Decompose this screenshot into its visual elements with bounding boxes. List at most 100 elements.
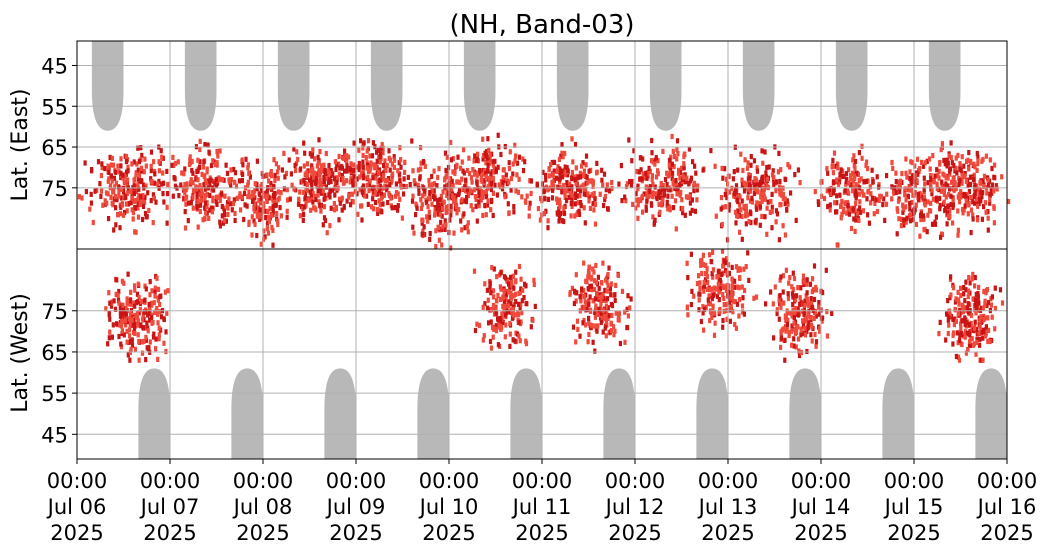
x-tick-date-2: Jul 08 (232, 495, 293, 519)
activity-cell-14-184 (806, 310, 810, 316)
activity-cell-18-76 (959, 285, 963, 291)
activity-cell-5-183 (364, 155, 368, 161)
activity-cell-4-133 (314, 196, 318, 203)
activity-cell-5-91 (356, 211, 360, 217)
y-tick-label-west-0: 75 (41, 300, 68, 324)
activity-cell-10-169 (599, 300, 603, 307)
activity-cell-3-91 (255, 186, 259, 192)
activity-cell-8-31 (511, 304, 515, 310)
activity-cell-18-162 (978, 336, 982, 342)
activity-cell-1-135 (115, 321, 119, 327)
activity-cell-4-28 (334, 166, 338, 172)
activity-cell-17-55 (935, 167, 939, 173)
activity-cell-12-55 (689, 251, 693, 257)
activity-cell-9-129 (563, 194, 567, 200)
activity-cell-8-132 (491, 334, 495, 340)
activity-cell-13-152 (776, 169, 780, 175)
activity-cell-4-199 (337, 196, 342, 202)
activity-cell-2-90 (233, 179, 237, 185)
activity-cell-8-157 (507, 281, 511, 287)
activity-cell-17-78 (942, 157, 946, 163)
activity-cell-18-52 (1000, 300, 1005, 306)
activity-cell-10-189 (586, 268, 591, 274)
activity-cell-13-170 (744, 209, 748, 216)
activity-cell-0-145 (160, 154, 164, 160)
activity-cell-16-90 (913, 176, 917, 182)
activity-cell-7-143 (463, 188, 467, 194)
activity-cell-1-97 (148, 310, 152, 317)
activity-cell-18-198 (979, 314, 983, 320)
activity-cell-5-195 (357, 164, 361, 170)
activity-cell-0-74 (180, 170, 184, 176)
activity-cell-17-220 (988, 191, 992, 197)
activity-cell-12-176 (738, 274, 742, 281)
activity-cell-14-183 (784, 267, 788, 273)
activity-cell-5-102 (353, 189, 357, 195)
activity-cell-14-104 (799, 350, 803, 356)
activity-cell-2-50 (184, 201, 188, 207)
activity-cell-8-17 (514, 269, 518, 275)
activity-cell-12-130 (717, 269, 721, 275)
activity-cell-11-219 (650, 202, 654, 208)
activity-cell-14-190 (798, 301, 802, 307)
activity-cell-13-215 (747, 219, 751, 225)
activity-cell-4-110 (325, 230, 329, 236)
activity-cell-1-196 (118, 309, 122, 315)
activity-cell-13-7 (774, 208, 779, 214)
activity-cell-6-103 (449, 203, 453, 209)
activity-cell-1-49 (108, 316, 112, 322)
activity-cell-11-181 (684, 194, 689, 200)
activity-cell-1-1 (136, 318, 140, 324)
activity-cell-5-111 (349, 167, 353, 173)
activity-cell-2-185 (198, 146, 202, 153)
activity-cell-4-156 (282, 150, 286, 156)
activity-cell-17-37 (946, 183, 950, 189)
activity-cell-18-20 (976, 291, 980, 297)
activity-cell-4-87 (324, 195, 328, 201)
activity-cell-12-45 (701, 252, 705, 258)
x-tick-date-10: Jul 16 (976, 495, 1037, 519)
activity-cell-5-152 (377, 187, 381, 194)
activity-cell-14-171 (792, 336, 796, 342)
activity-cell-16-61 (902, 222, 906, 228)
activity-cell-6-123 (448, 187, 452, 193)
activity-cell-2-171 (205, 204, 209, 210)
activity-cell-1-37 (118, 305, 122, 311)
activity-cell-16-28 (904, 156, 908, 162)
activity-cell-4-217 (273, 172, 277, 178)
activity-cell-17-5 (937, 168, 941, 174)
activity-cell-0-193 (123, 173, 127, 179)
activity-cell-0-130 (88, 206, 92, 212)
activity-cell-1-88 (141, 298, 145, 305)
activity-cell-18-107 (983, 333, 987, 339)
activity-cell-2-100 (189, 177, 193, 183)
activity-cell-17-195 (954, 186, 958, 192)
activity-cell-12-116 (734, 325, 738, 331)
activity-cell-0-147 (107, 176, 111, 182)
activity-cell-3-111 (258, 216, 262, 222)
activity-cell-17-175 (976, 161, 980, 167)
activity-cell-12-30 (702, 288, 706, 294)
activity-cell-14-41 (817, 311, 821, 317)
activity-cell-7-191 (464, 199, 468, 205)
activity-cell-10-166 (609, 301, 613, 308)
activity-cell-18-99 (974, 291, 978, 297)
activity-cell-5-197 (368, 153, 372, 159)
activity-cell-13-41 (742, 204, 746, 210)
activity-cell-2-182 (202, 159, 206, 165)
activity-cell-18-199 (978, 323, 982, 329)
activity-cell-6-152 (410, 198, 415, 204)
activity-cell-15-139 (847, 180, 851, 186)
activity-cell-3-148 (240, 178, 244, 184)
activity-cell-16-114 (907, 213, 912, 219)
activity-cell-18-207 (977, 300, 981, 306)
activity-cell-15-119 (839, 202, 843, 208)
activity-cell-2-76 (232, 197, 236, 203)
activity-cell-17-17 (933, 173, 937, 179)
activity-cell-9-111 (601, 182, 605, 188)
activity-cell-15-67 (850, 170, 855, 176)
activity-cell-16-119 (898, 184, 902, 190)
activity-cell-9-202 (551, 187, 555, 193)
activity-cell-12-163 (725, 270, 729, 276)
activity-cell-12-132 (722, 308, 726, 314)
